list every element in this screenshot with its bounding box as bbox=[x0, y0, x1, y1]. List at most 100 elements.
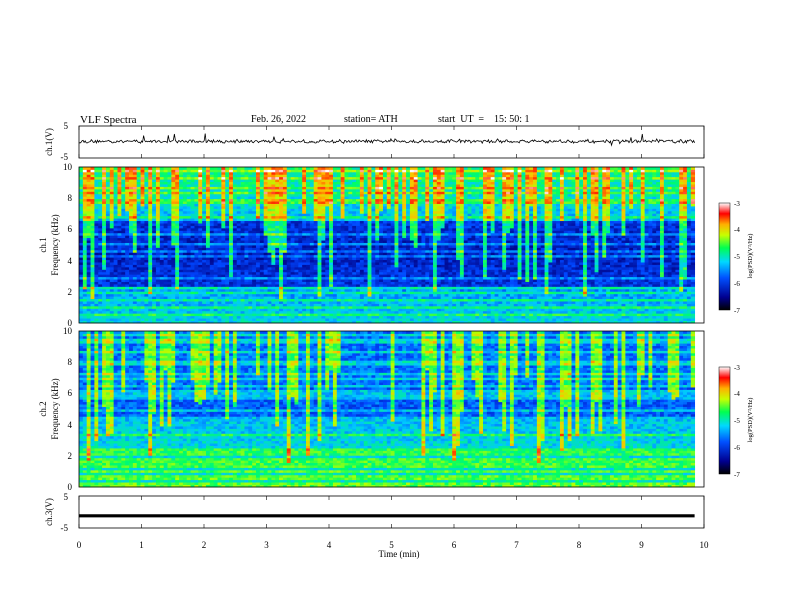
spectrogram-cell bbox=[506, 316, 510, 319]
spectrogram-cell bbox=[460, 257, 464, 260]
spectrogram-cell bbox=[210, 247, 214, 250]
spectrogram-cell bbox=[175, 262, 179, 265]
spectrogram-cell bbox=[529, 286, 533, 289]
spectrogram-cell bbox=[206, 277, 210, 280]
spectrogram-cell bbox=[291, 265, 295, 268]
spectrogram-cell bbox=[645, 274, 649, 277]
spectrogram-cell bbox=[541, 257, 545, 260]
spectrogram-cell bbox=[683, 250, 687, 253]
spectrogram-cell bbox=[233, 262, 237, 265]
spectrogram-cell bbox=[568, 294, 572, 297]
spectrogram-cell bbox=[406, 262, 410, 265]
spectrogram-cell bbox=[279, 250, 283, 253]
spectrogram-cell bbox=[421, 313, 425, 316]
spectrogram-cell bbox=[133, 304, 137, 307]
spectrogram-cell bbox=[371, 284, 375, 287]
spectrogram-cell bbox=[656, 289, 660, 292]
spectrogram-cell bbox=[679, 313, 683, 316]
spectrogram-cell bbox=[141, 313, 145, 316]
spectrogram-cell bbox=[248, 284, 252, 287]
spectrogram-cell bbox=[268, 296, 272, 299]
spectrogram-cell bbox=[683, 255, 687, 258]
spectrogram-cell bbox=[502, 262, 506, 265]
spectrogram-cell bbox=[564, 265, 568, 268]
spectrogram-cell bbox=[548, 282, 552, 285]
spectrogram-cell bbox=[575, 279, 579, 282]
spectrogram-cell bbox=[521, 294, 525, 297]
spectrogram-cell bbox=[683, 306, 687, 309]
spectrogram-cell bbox=[341, 272, 345, 275]
spectrogram-cell bbox=[568, 301, 572, 304]
spectrogram-cell bbox=[371, 257, 375, 260]
spectrogram-cell bbox=[510, 257, 514, 260]
spectrogram-cell bbox=[471, 304, 475, 307]
spectrogram-cell bbox=[206, 279, 210, 282]
spectrogram-cell bbox=[91, 308, 95, 311]
spectrogram-cell bbox=[421, 294, 425, 297]
spectrogram-cell bbox=[441, 301, 445, 304]
spectrogram-cell bbox=[368, 308, 372, 311]
spectrogram-cell bbox=[318, 316, 322, 319]
spectrogram-cell bbox=[368, 296, 372, 299]
spectrogram-cell bbox=[560, 318, 564, 321]
spectrogram-cell bbox=[625, 299, 629, 302]
spectrogram-cell bbox=[83, 269, 87, 272]
spectrogram-cell bbox=[275, 286, 279, 289]
spectrogram-cell bbox=[625, 247, 629, 250]
spectrogram-cell bbox=[233, 311, 237, 314]
spectrogram-cell bbox=[129, 313, 133, 316]
spectrogram-cell bbox=[548, 299, 552, 302]
spectrogram-cell bbox=[237, 296, 241, 299]
spectrogram-cell bbox=[383, 316, 387, 319]
spectrogram-cell bbox=[552, 294, 556, 297]
spectrogram-cell bbox=[233, 252, 237, 255]
spectrogram-cell bbox=[306, 262, 310, 265]
spectrogram-cell bbox=[452, 262, 456, 265]
spectrogram-cell bbox=[164, 257, 168, 260]
spectrogram-cell bbox=[206, 269, 210, 272]
spectrogram-cell bbox=[94, 294, 98, 297]
spectrogram-cell bbox=[618, 316, 622, 319]
spectrogram-cell bbox=[294, 269, 298, 272]
spectrogram-cell bbox=[656, 286, 660, 289]
spectrogram-cell bbox=[314, 286, 318, 289]
spectrogram-cell bbox=[106, 306, 110, 309]
spectrogram-cell bbox=[252, 316, 256, 319]
spectrogram-cell bbox=[79, 257, 83, 260]
spectrogram-cell bbox=[183, 286, 187, 289]
spectrogram-cell bbox=[406, 284, 410, 287]
spectrogram-cell bbox=[437, 257, 441, 260]
spectrogram-cell bbox=[260, 284, 264, 287]
spectrogram-cell bbox=[610, 308, 614, 311]
spectrogram-cell bbox=[364, 316, 368, 319]
spectrogram-cell bbox=[406, 247, 410, 250]
spectrogram-cell bbox=[168, 316, 172, 319]
spectrogram-cell bbox=[287, 262, 291, 265]
spectrogram-cell bbox=[321, 274, 325, 277]
spectrogram-cell bbox=[506, 313, 510, 316]
spectrogram-cell bbox=[637, 260, 641, 263]
spectrogram-cell bbox=[287, 313, 291, 316]
spectrogram-cell bbox=[218, 294, 222, 297]
spectrogram-cell bbox=[583, 289, 587, 292]
spectrogram-cell bbox=[260, 304, 264, 307]
spectrogram-cell bbox=[602, 296, 606, 299]
spectrogram-cell bbox=[202, 308, 206, 311]
spectrogram-cell bbox=[564, 318, 568, 321]
spectrogram-cell bbox=[156, 313, 160, 316]
spectrogram-cell bbox=[475, 269, 479, 272]
spectrogram-cell bbox=[333, 304, 337, 307]
spectrogram-cell bbox=[652, 262, 656, 265]
spectrogram-cell bbox=[579, 247, 583, 250]
spectrogram-cell bbox=[610, 269, 614, 272]
spectrogram-cell bbox=[421, 274, 425, 277]
spectrogram-cell bbox=[533, 318, 537, 321]
spectrogram-cell bbox=[94, 301, 98, 304]
spectrogram-cell bbox=[183, 294, 187, 297]
spectrogram-cell bbox=[491, 257, 495, 260]
spectrogram-cell bbox=[114, 245, 118, 248]
spectrogram-cell bbox=[202, 311, 206, 314]
spectrogram-cell bbox=[279, 247, 283, 250]
spectrogram-cell bbox=[537, 304, 541, 307]
spectrogram-cell bbox=[633, 257, 637, 260]
